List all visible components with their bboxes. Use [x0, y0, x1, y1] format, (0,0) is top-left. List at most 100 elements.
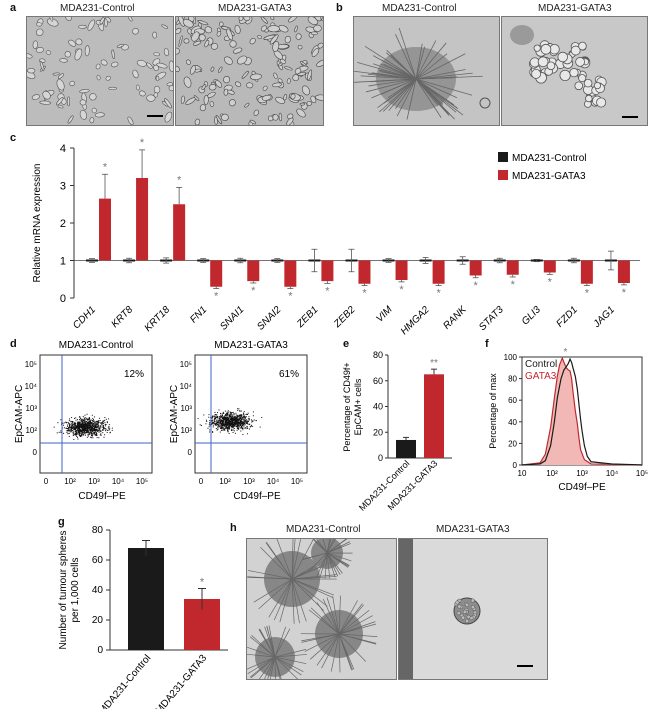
- event-dot: [76, 421, 78, 423]
- event-dot: [66, 428, 68, 430]
- event-dot: [228, 416, 230, 418]
- event-dot: [236, 419, 238, 421]
- event-dot: [236, 418, 238, 420]
- panel-g-bar-chart: 0 20 40 60 80 Number of tumour spheres per 1,0…: [58, 525, 228, 709]
- event-dot: [111, 427, 113, 429]
- event-dot: [219, 417, 221, 419]
- event-dot: [106, 422, 108, 424]
- event-dot: [243, 417, 245, 419]
- category-label: GLI3: [520, 304, 543, 327]
- event-dot: [95, 431, 97, 433]
- event-dot: [235, 414, 237, 416]
- event-dot: [209, 431, 211, 433]
- event-dot: [222, 420, 224, 422]
- event-dot: [94, 429, 96, 431]
- event-dot: [78, 422, 80, 424]
- event-dot: [222, 423, 224, 425]
- cell-shape: [78, 24, 87, 29]
- event-dot: [89, 417, 91, 419]
- event-dot: [233, 425, 235, 427]
- cell-shape: [74, 48, 83, 61]
- y-tick-label: 10³: [180, 404, 192, 413]
- event-dot: [87, 423, 89, 425]
- event-dot: [97, 424, 99, 426]
- panel-c-label: c: [10, 132, 17, 144]
- cell-shape: [178, 35, 183, 47]
- protrusion-line: [338, 633, 341, 673]
- scale-bar: [517, 665, 533, 667]
- event-dot: [98, 421, 100, 423]
- event-dot: [88, 431, 90, 433]
- event-dot: [104, 428, 106, 430]
- event-dot: [104, 434, 106, 436]
- debris-shape: [479, 97, 491, 109]
- event-dot: [69, 424, 71, 426]
- event-dot: [103, 423, 105, 425]
- event-dot: [217, 416, 219, 418]
- event-dot: [97, 422, 99, 424]
- legend-swatch-control: [498, 152, 508, 162]
- panel-c-mrna-bar-chart: 0 1 2 3 4 Relative mRNA expression * CDH1 * KRT8 *…: [32, 137, 640, 337]
- cell-shape: [94, 112, 105, 118]
- event-dot: [72, 434, 74, 436]
- gata3-bar: [321, 260, 334, 282]
- event-dot: [221, 413, 223, 415]
- event-dot: [81, 421, 83, 423]
- control-histogram-line: [521, 357, 643, 466]
- cell-shape: [176, 65, 180, 72]
- cell-shape: [537, 56, 549, 68]
- event-dot: [92, 434, 94, 436]
- cell-shape: [146, 94, 156, 102]
- event-dot: [102, 432, 104, 434]
- event-dot: [252, 420, 254, 422]
- x-tick-label: 10²: [64, 477, 76, 486]
- cell-shape: [313, 24, 322, 32]
- event-dot: [211, 417, 213, 419]
- event-dot: [92, 437, 94, 439]
- event-dot: [91, 414, 93, 416]
- event-dot: [77, 436, 79, 438]
- event-dot: [92, 425, 94, 427]
- event-dot: [108, 424, 110, 426]
- event-dot: [223, 418, 225, 420]
- event-dot: [86, 421, 88, 423]
- event-dot: [83, 420, 85, 422]
- event-dot: [74, 427, 76, 429]
- event-dot: [214, 417, 216, 419]
- event-dot: [86, 422, 88, 424]
- event-dot: [78, 434, 80, 436]
- cell-shape: [84, 45, 90, 57]
- event-dot: [225, 423, 227, 425]
- y-tick-label: 10⁴: [180, 382, 193, 391]
- event-dot: [79, 435, 81, 437]
- event-dot: [62, 422, 64, 424]
- event-dot: [91, 422, 93, 424]
- event-dot: [96, 437, 98, 439]
- cell-shape: [178, 17, 186, 27]
- significance-marker: *: [399, 284, 404, 296]
- event-dot: [227, 422, 229, 424]
- cell-shape: [45, 50, 52, 55]
- protrusion-line: [274, 649, 307, 658]
- cell-shape: [456, 611, 461, 616]
- event-dot: [104, 422, 106, 424]
- protrusion-line: [291, 578, 300, 624]
- event-dot: [74, 424, 76, 426]
- event-dot: [75, 430, 77, 432]
- event-dot: [90, 429, 92, 431]
- event-dot: [81, 419, 83, 421]
- category-label: ZEB2: [331, 304, 357, 330]
- event-dot: [91, 423, 93, 425]
- event-dot: [97, 421, 99, 423]
- x-tick-label: 10⁵: [291, 477, 303, 486]
- event-dot: [86, 423, 88, 425]
- event-dot: [80, 431, 82, 433]
- event-dot: [228, 428, 230, 430]
- y-axis-title: Percentage of max: [488, 373, 498, 449]
- event-dot: [229, 425, 231, 427]
- event-dot: [239, 419, 241, 421]
- event-dot: [68, 433, 70, 435]
- cell-shape: [227, 89, 235, 95]
- cell-shape: [180, 95, 185, 105]
- event-dot: [216, 422, 218, 424]
